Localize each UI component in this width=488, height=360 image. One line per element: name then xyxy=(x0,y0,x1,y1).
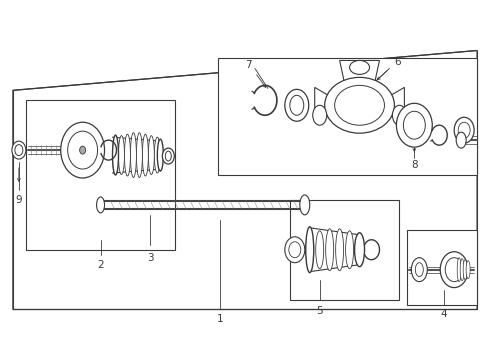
Ellipse shape xyxy=(396,103,431,147)
Text: 2: 2 xyxy=(97,260,103,270)
Ellipse shape xyxy=(462,260,466,280)
Ellipse shape xyxy=(410,258,427,282)
Ellipse shape xyxy=(439,252,467,288)
Ellipse shape xyxy=(455,132,465,148)
Text: 5: 5 xyxy=(316,306,323,316)
Ellipse shape xyxy=(465,261,469,279)
Ellipse shape xyxy=(355,233,363,267)
Polygon shape xyxy=(407,230,476,305)
Ellipse shape xyxy=(130,133,136,177)
Ellipse shape xyxy=(112,137,118,173)
Ellipse shape xyxy=(349,60,369,75)
Ellipse shape xyxy=(289,95,303,115)
Ellipse shape xyxy=(392,105,406,125)
Text: 7: 7 xyxy=(244,60,251,71)
Ellipse shape xyxy=(124,134,130,176)
Ellipse shape xyxy=(61,122,104,178)
Ellipse shape xyxy=(165,151,171,161)
Text: 9: 9 xyxy=(16,195,22,205)
Ellipse shape xyxy=(299,195,309,215)
Ellipse shape xyxy=(459,259,463,280)
Text: 6: 6 xyxy=(393,58,400,67)
Ellipse shape xyxy=(305,227,313,273)
Ellipse shape xyxy=(305,233,313,267)
Ellipse shape xyxy=(118,136,124,175)
Ellipse shape xyxy=(285,237,304,263)
Polygon shape xyxy=(339,60,379,84)
Polygon shape xyxy=(13,50,476,310)
Polygon shape xyxy=(289,200,399,300)
Text: 3: 3 xyxy=(147,253,153,263)
Ellipse shape xyxy=(15,145,23,156)
Ellipse shape xyxy=(403,111,425,139)
Ellipse shape xyxy=(444,258,462,282)
Ellipse shape xyxy=(335,229,343,271)
Ellipse shape xyxy=(67,131,98,169)
Ellipse shape xyxy=(312,105,326,125)
Ellipse shape xyxy=(80,146,85,154)
Polygon shape xyxy=(26,100,175,250)
Polygon shape xyxy=(379,87,404,120)
Ellipse shape xyxy=(136,133,142,177)
Ellipse shape xyxy=(453,117,473,143)
Ellipse shape xyxy=(12,141,26,159)
Ellipse shape xyxy=(325,229,333,271)
Ellipse shape xyxy=(142,134,148,176)
Ellipse shape xyxy=(285,89,308,121)
Ellipse shape xyxy=(112,135,118,175)
Ellipse shape xyxy=(456,258,460,282)
Ellipse shape xyxy=(96,197,104,213)
Ellipse shape xyxy=(148,136,154,175)
Text: 4: 4 xyxy=(440,310,447,319)
Ellipse shape xyxy=(288,242,300,258)
Ellipse shape xyxy=(324,77,394,133)
Ellipse shape xyxy=(315,231,323,269)
Ellipse shape xyxy=(334,85,384,125)
Polygon shape xyxy=(314,87,339,120)
Polygon shape xyxy=(218,58,476,175)
Ellipse shape xyxy=(154,137,160,173)
Text: 1: 1 xyxy=(216,314,223,324)
Ellipse shape xyxy=(414,263,423,276)
Text: 8: 8 xyxy=(410,160,417,170)
Ellipse shape xyxy=(157,139,163,171)
Ellipse shape xyxy=(162,148,174,164)
Ellipse shape xyxy=(345,231,353,269)
Ellipse shape xyxy=(354,233,364,267)
Ellipse shape xyxy=(457,122,469,138)
